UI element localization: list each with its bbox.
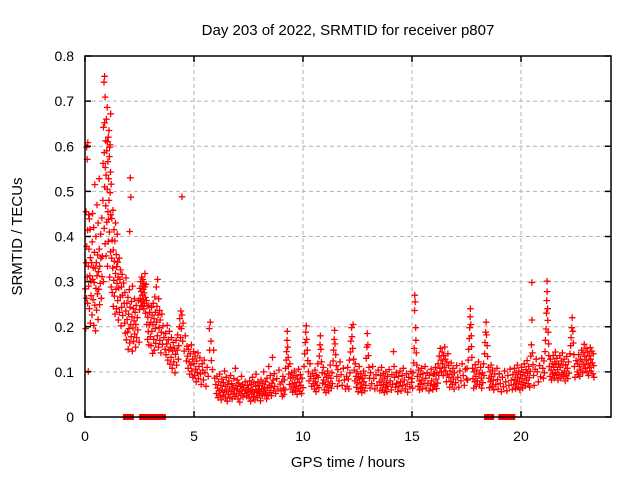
svg-text:0.1: 0.1: [55, 364, 75, 380]
svg-text:0: 0: [81, 428, 89, 444]
plot-generated-layers: 0 5 10 15 20 0 0.1 0.2 0.3 0.4 0.5 0.6 0.7 0.8: [55, 48, 612, 444]
svg-text:0.4: 0.4: [55, 229, 75, 245]
svg-text:0.3: 0.3: [55, 274, 75, 290]
chart-title: Day 203 of 2022, SRMTID for receiver p80…: [202, 22, 495, 39]
x-tick-labels: 0 5 10 15 20: [81, 428, 529, 444]
data-points: [82, 73, 598, 406]
svg-text:10: 10: [295, 428, 311, 444]
svg-text:0.5: 0.5: [55, 183, 75, 199]
grid-lines: [85, 56, 611, 417]
plot-border-and-ticks: [84, 55, 612, 418]
svg-text:0.7: 0.7: [55, 93, 75, 109]
svg-text:0.6: 0.6: [55, 138, 75, 154]
svg-text:0: 0: [66, 409, 74, 425]
y-axis-label: SRMTID / TECUs: [9, 177, 26, 295]
svg-text:5: 5: [190, 428, 198, 444]
x-axis-label: GPS time / hours: [291, 454, 405, 471]
svg-text:20: 20: [513, 428, 529, 444]
svg-text:0.8: 0.8: [55, 48, 75, 64]
svg-text:0.2: 0.2: [55, 319, 75, 335]
svg-text:15: 15: [404, 428, 420, 444]
y-tick-labels: 0 0.1 0.2 0.3 0.4 0.5 0.6 0.7 0.8: [55, 48, 75, 425]
